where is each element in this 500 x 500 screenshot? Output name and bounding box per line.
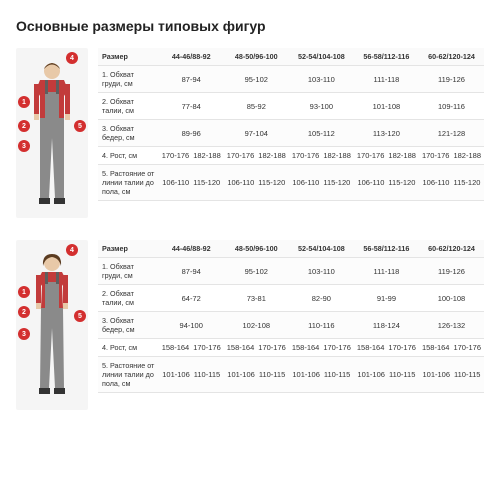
size-cell: 97-104: [224, 120, 289, 147]
row-label: 5. Растояние от линии талии до пола, см: [98, 357, 159, 393]
size-cell: 101-108: [354, 93, 419, 120]
size-cell: 119-126: [419, 258, 484, 285]
size-cell: 158-164170-176: [224, 339, 289, 357]
col-header-label: Размер: [98, 240, 159, 258]
measure-marker-1: 1: [18, 96, 30, 108]
size-cell: 106-110115-120: [159, 165, 224, 201]
size-cell: 170-176182-188: [289, 147, 354, 165]
row-label: 5. Растояние от линии талии до пола, см: [98, 165, 159, 201]
size-cell: 87-94: [159, 66, 224, 93]
page-title: Основные размеры типовых фигур: [16, 18, 484, 34]
size-cell: 170-176182-188: [419, 147, 484, 165]
measure-marker-4: 4: [66, 52, 78, 64]
col-header-label: Размер: [98, 48, 159, 66]
size-cell: 64-72: [159, 285, 224, 312]
male-figure-svg: [25, 58, 79, 208]
measure-marker-2: 2: [18, 120, 30, 132]
size-cell: 170-176182-188: [159, 147, 224, 165]
col-header-size: 56-58/112-116: [354, 240, 419, 258]
row-label: 3. Обхват бедер, см: [98, 120, 159, 147]
size-cell: 91-99: [354, 285, 419, 312]
size-cell: 95-102: [224, 258, 289, 285]
size-cell: 109-116: [419, 93, 484, 120]
size-cell: 94-100: [159, 312, 224, 339]
size-cell: 100-108: [419, 285, 484, 312]
size-cell: 113-120: [354, 120, 419, 147]
size-cell: 101-106110-115: [419, 357, 484, 393]
measure-marker-2: 2: [18, 306, 30, 318]
size-cell: 118-124: [354, 312, 419, 339]
size-cell: 170-176182-188: [354, 147, 419, 165]
size-cell: 158-164170-176: [419, 339, 484, 357]
row-label: 4. Рост, см: [98, 147, 159, 165]
col-header-size: 48-50/96-100: [224, 240, 289, 258]
measure-marker-3: 3: [18, 328, 30, 340]
size-cell: 101-106110-115: [159, 357, 224, 393]
row-label: 2. Обхват талии, см: [98, 285, 159, 312]
col-header-size: 44-46/88-92: [159, 48, 224, 66]
size-cell: 106-110115-120: [419, 165, 484, 201]
size-cell: 106-110115-120: [224, 165, 289, 201]
male-size-table: Размер44-46/88-9248-50/96-10052-54/104-1…: [98, 48, 484, 201]
female-block: 4 1 2 3 5 Размер44-46/88-9248-50/96-10052-54…: [16, 240, 484, 410]
col-header-size: 60-62/120-124: [419, 48, 484, 66]
size-cell: 111-118: [354, 258, 419, 285]
size-cell: 101-106110-115: [289, 357, 354, 393]
size-cell: 101-106110-115: [354, 357, 419, 393]
measure-marker-5: 5: [74, 310, 86, 322]
male-block: 4 1 2 3 5 Размер44-46/88-9248-50/96-10052-54…: [16, 48, 484, 218]
measure-marker-3: 3: [18, 140, 30, 152]
size-cell: 105-112: [289, 120, 354, 147]
size-cell: 103-110: [289, 258, 354, 285]
row-label: 1. Обхват груди, см: [98, 258, 159, 285]
size-cell: 93-100: [289, 93, 354, 120]
measure-marker-1: 1: [18, 286, 30, 298]
size-cell: 82-90: [289, 285, 354, 312]
measure-marker-5: 5: [74, 120, 86, 132]
size-cell: 158-164170-176: [354, 339, 419, 357]
female-figure: 4 1 2 3 5: [16, 240, 88, 410]
size-cell: 111-118: [354, 66, 419, 93]
row-label: 2. Обхват талии, см: [98, 93, 159, 120]
size-cell: 103-110: [289, 66, 354, 93]
size-cell: 101-106110-115: [224, 357, 289, 393]
female-size-table: Размер44-46/88-9248-50/96-10052-54/104-1…: [98, 240, 484, 393]
size-cell: 73-81: [224, 285, 289, 312]
size-cell: 110-116: [289, 312, 354, 339]
size-cell: 95-102: [224, 66, 289, 93]
female-figure-svg: [25, 250, 79, 400]
col-header-size: 44-46/88-92: [159, 240, 224, 258]
size-cell: 89-96: [159, 120, 224, 147]
size-cell: 102-108: [224, 312, 289, 339]
col-header-size: 52-54/104-108: [289, 48, 354, 66]
col-header-size: 48-50/96-100: [224, 48, 289, 66]
measure-marker-4: 4: [66, 244, 78, 256]
col-header-size: 60-62/120-124: [419, 240, 484, 258]
size-cell: 126-132: [419, 312, 484, 339]
size-cell: 77-84: [159, 93, 224, 120]
size-cell: 119-126: [419, 66, 484, 93]
col-header-size: 52-54/104-108: [289, 240, 354, 258]
size-cell: 106-110115-120: [289, 165, 354, 201]
male-figure: 4 1 2 3 5: [16, 48, 88, 218]
row-label: 4. Рост, см: [98, 339, 159, 357]
row-label: 1. Обхват груди, см: [98, 66, 159, 93]
size-cell: 106-110115-120: [354, 165, 419, 201]
row-label: 3. Обхват бедер, см: [98, 312, 159, 339]
size-cell: 158-164170-176: [289, 339, 354, 357]
size-cell: 121-128: [419, 120, 484, 147]
size-cell: 158-164170-176: [159, 339, 224, 357]
col-header-size: 56-58/112-116: [354, 48, 419, 66]
size-cell: 87-94: [159, 258, 224, 285]
size-cell: 170-176182-188: [224, 147, 289, 165]
size-cell: 85-92: [224, 93, 289, 120]
